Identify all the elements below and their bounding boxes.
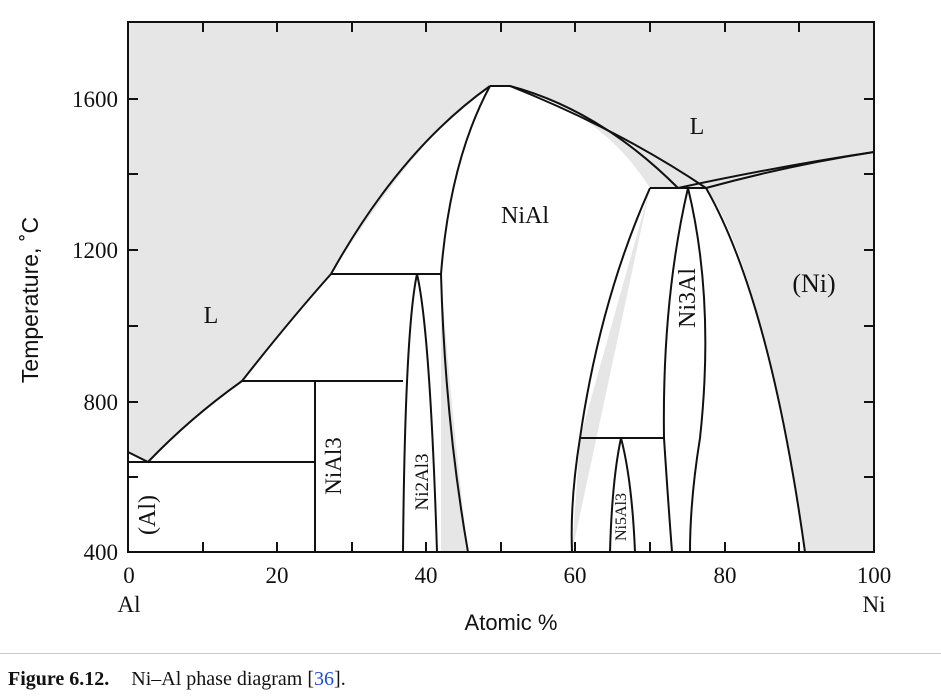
phase-diagram: 400 800 1200 1600 0 20 40 60 80 100 Al N…	[17, 21, 892, 635]
liquidus-al-side	[127, 85, 491, 464]
liquidus-nial-right	[490, 85, 679, 189]
phase-label-ni3al: Ni3Al	[675, 268, 701, 328]
x-tick-label: 80	[714, 563, 737, 588]
caption-text-end: ].	[334, 668, 346, 690]
phase-label-nial: NiAl	[501, 203, 549, 229]
x-right-element: Ni	[863, 592, 886, 617]
phase-label-ni5al3: Ni5Al3	[613, 493, 630, 541]
x-tick-label: 0	[123, 563, 135, 588]
phase-label-nial3: NiAl3	[321, 437, 346, 495]
x-tick-label: 100	[857, 563, 892, 588]
y-axis-title: Temperature, ˚C	[17, 217, 43, 383]
ni5al3-region	[609, 437, 636, 553]
ni-solvus	[705, 187, 806, 553]
phase-label-ni: (Ni)	[792, 269, 835, 298]
ni3al-left	[662, 187, 689, 553]
y-tick-label: 400	[84, 540, 119, 565]
x-tick-label: 40	[415, 563, 438, 588]
x-left-element: Al	[118, 592, 141, 617]
ticks	[128, 22, 874, 552]
phase-label-liquid: L	[204, 303, 219, 329]
solidus-ni-side	[705, 151, 875, 189]
nial-right-boundary	[570, 187, 651, 553]
caption-divider	[0, 653, 941, 654]
phase-label-al: (Al)	[135, 495, 161, 535]
phase-label-liquid: L	[690, 114, 705, 140]
figure-caption: Figure 6.12. Ni–Al phase diagram [36].	[8, 668, 346, 691]
nial-left-boundary	[439, 85, 491, 553]
caption-label: Figure 6.12.	[8, 668, 110, 690]
phase-boundaries	[127, 85, 875, 553]
x-tick-label: 20	[266, 563, 289, 588]
x-tick-label: 60	[564, 563, 587, 588]
caption-reference-link[interactable]: 36	[314, 668, 335, 690]
liquidus-nial-inner	[509, 85, 707, 189]
y-tick-label: 1200	[72, 238, 118, 263]
ni2al3-region	[402, 273, 438, 553]
phase-label-ni2al3: Ni2Al3	[412, 454, 433, 511]
y-tick-label: 800	[84, 390, 119, 415]
caption-text: Ni–Al phase diagram [	[131, 668, 315, 690]
x-axis-title: Atomic %	[465, 610, 558, 635]
y-tick-label: 1600	[72, 87, 118, 112]
ni3al-right	[687, 187, 707, 553]
